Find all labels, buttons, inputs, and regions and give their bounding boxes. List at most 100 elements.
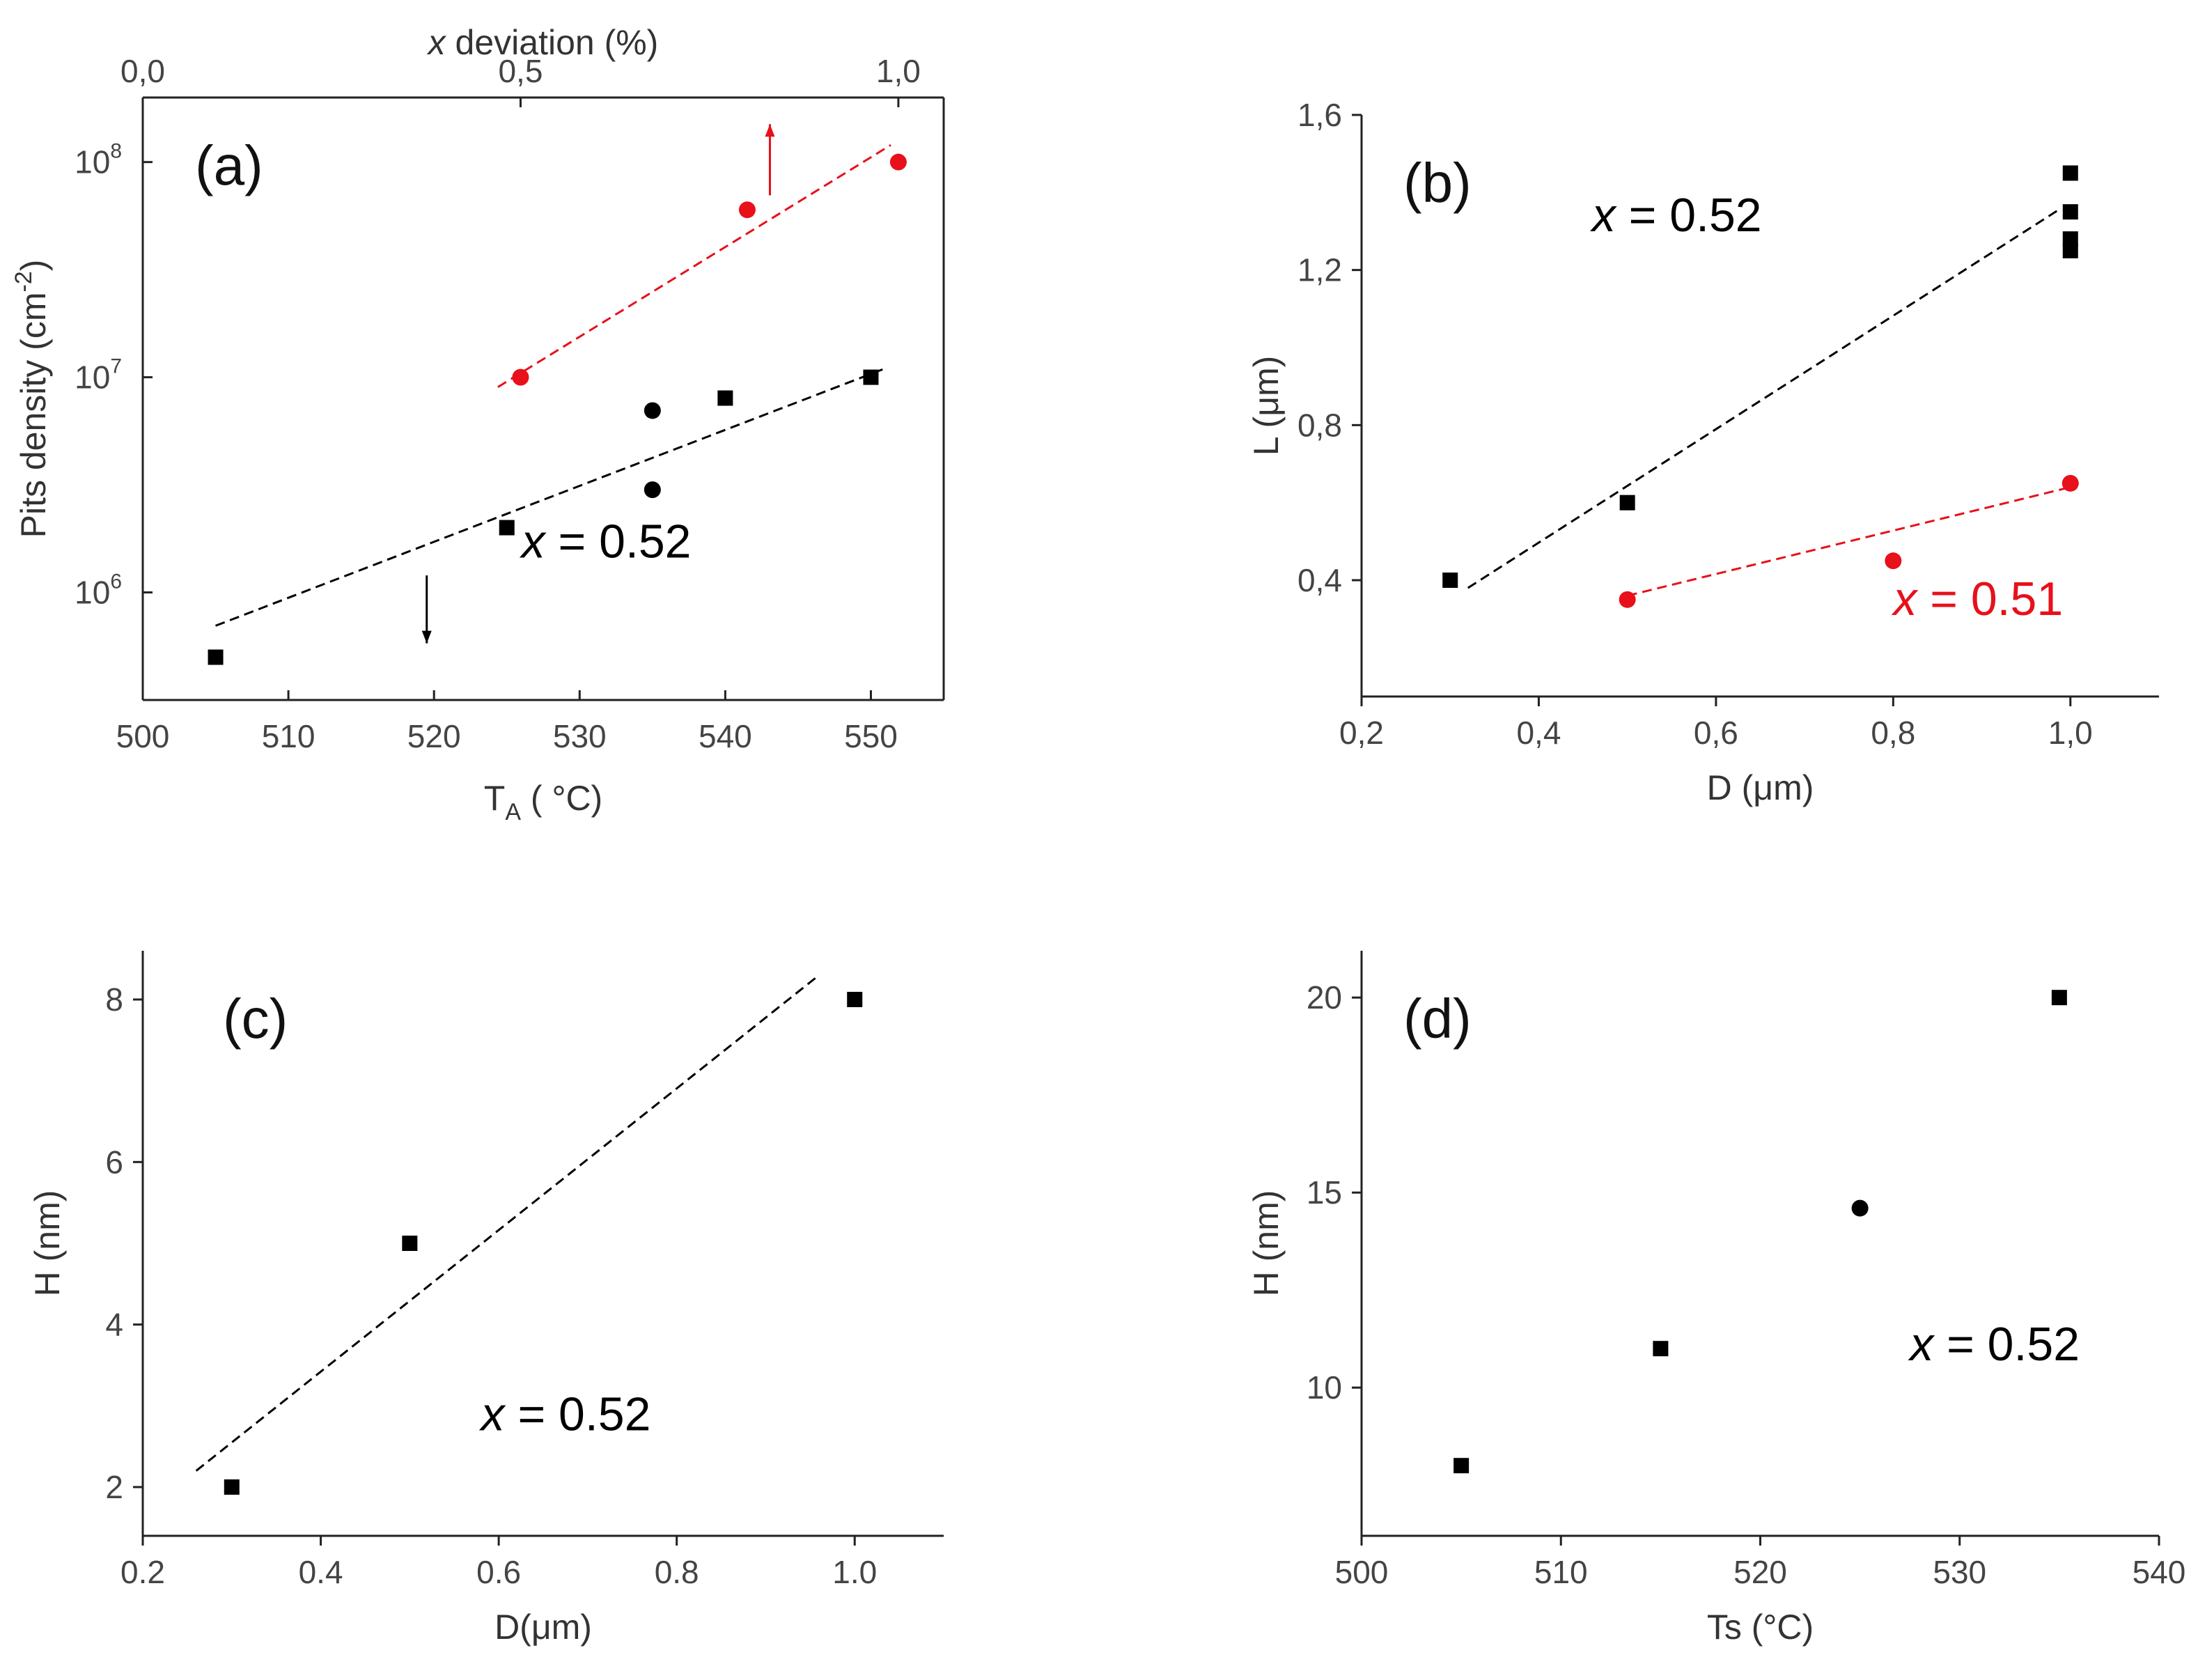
x-tick-label: 0.2 [120,1554,165,1590]
data-point [847,992,863,1007]
data-point [1851,1199,1869,1217]
y-tick-label: 6 [105,1144,123,1180]
x-tick-label: 530 [553,718,607,754]
y-axis-label: Pits density (cm-2) [10,260,53,538]
y-tick-label: 10 [1307,1369,1342,1406]
data-point [1885,552,1902,570]
y-tick-base: 10 [75,144,110,180]
x-tick-label: 0,6 [1694,715,1738,751]
data-point [2061,474,2079,492]
x-axis-label-main: T [484,779,506,818]
x-tick-label: 500 [1335,1554,1389,1590]
fit-line [215,367,886,627]
panel-label: (c) [223,988,288,1050]
top-tick-label: 1,0 [876,53,921,89]
annotation-var: x [1908,1318,1935,1371]
data-point [2062,165,2078,181]
y-tick-label: 4 [105,1307,123,1343]
data-point [512,368,529,386]
x-tick-label: 540 [2133,1554,2186,1590]
data-point [1453,1458,1470,1474]
y-tick-base: 10 [75,359,110,396]
data-point [1442,573,1458,588]
x-axis-label: Ts (°C) [1707,1608,1814,1647]
x-tick-label: 510 [262,718,315,754]
y-axis-label: L (μm) [1247,356,1286,456]
data-point [644,481,661,499]
y-tick-label: 20 [1307,979,1342,1016]
arrow-head [765,124,775,137]
top-axis-label: x deviation (%) [427,23,659,62]
data-point [208,649,224,665]
data-point [644,402,661,419]
y-tick-label: 108 [75,140,122,180]
top-axis-label-var: x [427,23,447,62]
y-axis-label-end: ) [14,260,53,272]
y-tick-label: 0,4 [1297,562,1342,598]
annotation: x = 0.52 [1590,189,1762,242]
y-tick-label: 1,6 [1297,97,1342,133]
data-point [738,201,756,219]
data-point [717,390,733,406]
x-axis-label: TA ( °C) [484,779,602,825]
x-axis-label: D(μm) [494,1608,592,1647]
x-tick-label: 0.8 [655,1554,699,1590]
y-tick-label: 2 [105,1469,123,1505]
x-tick-label: 0,8 [1871,715,1915,751]
annotation-var: x [1590,189,1617,242]
annotation-value: = 0.52 [1933,1318,2080,1371]
data-point [499,520,515,536]
y-tick-label: 0,8 [1297,407,1342,443]
data-point [224,1479,240,1495]
y-tick-label: 107 [75,355,122,396]
y-tick-label: 15 [1307,1174,1342,1211]
data-point [1619,495,1635,511]
x-axis-label-unit: ( °C) [521,779,602,818]
y-axis-label-sup: -2 [10,271,37,292]
y-tick-label: 106 [75,570,122,611]
panel-c: 0.2 0.4 0.6 0.8 1.0 2 4 6 8 D(μm) H (nm) (c) x = 0.5… [28,951,944,1647]
x-tick-label: 520 [1733,1554,1787,1590]
data-point [1619,591,1636,608]
x-tick-label: 500 [116,718,170,754]
annotation-value: = 0.52 [1616,189,1762,242]
fit-line [195,974,820,1472]
x-tick-label: 550 [844,718,898,754]
annotation-value: = 0.52 [545,515,692,568]
annotation-value: = 0.51 [1917,573,2063,625]
y-tick-exp: 6 [110,570,122,593]
data-point [2051,990,2067,1006]
panel-label: (d) [1403,988,1472,1050]
fit-line [497,143,891,389]
arrow-head [421,630,432,644]
y-axis-label: H (nm) [1247,1190,1286,1297]
top-axis-label-text: deviation (%) [446,23,659,62]
data-point [2062,204,2078,220]
top-tick-label: 0,0 [120,53,165,89]
x-tick-label: 530 [1933,1554,1986,1590]
data-point [2062,242,2078,258]
x-tick-label: 1.0 [832,1554,877,1590]
y-tick-exp: 8 [110,140,122,163]
data-point [402,1236,418,1251]
y-tick-exp: 7 [110,355,122,378]
annotation: x = 0.52 [479,1387,651,1440]
annotation: x = 0.52 [1908,1318,2080,1371]
x-tick-label: 0.4 [299,1554,343,1590]
x-tick-label: 0.6 [476,1554,521,1590]
data-point [2062,231,2078,247]
annotation-var: x [1891,573,1918,625]
x-tick-label: 0,4 [1516,715,1561,751]
x-tick-label: 1,0 [2048,715,2093,751]
fit-line [1467,207,2062,589]
x-axis-label-sub: A [505,799,521,825]
x-tick-label: 510 [1534,1554,1588,1590]
y-tick-base: 10 [75,575,110,611]
x-tick-label: 0,2 [1339,715,1384,751]
x-axis-label: D (μm) [1707,768,1814,807]
data-point [889,153,907,171]
x-tick-label: 540 [699,718,752,754]
panel-b: 0,2 0,4 0,6 0,8 1,0 0,4 0,8 1,2 1,6 D (μm) L (μm) (… [1247,97,2159,807]
